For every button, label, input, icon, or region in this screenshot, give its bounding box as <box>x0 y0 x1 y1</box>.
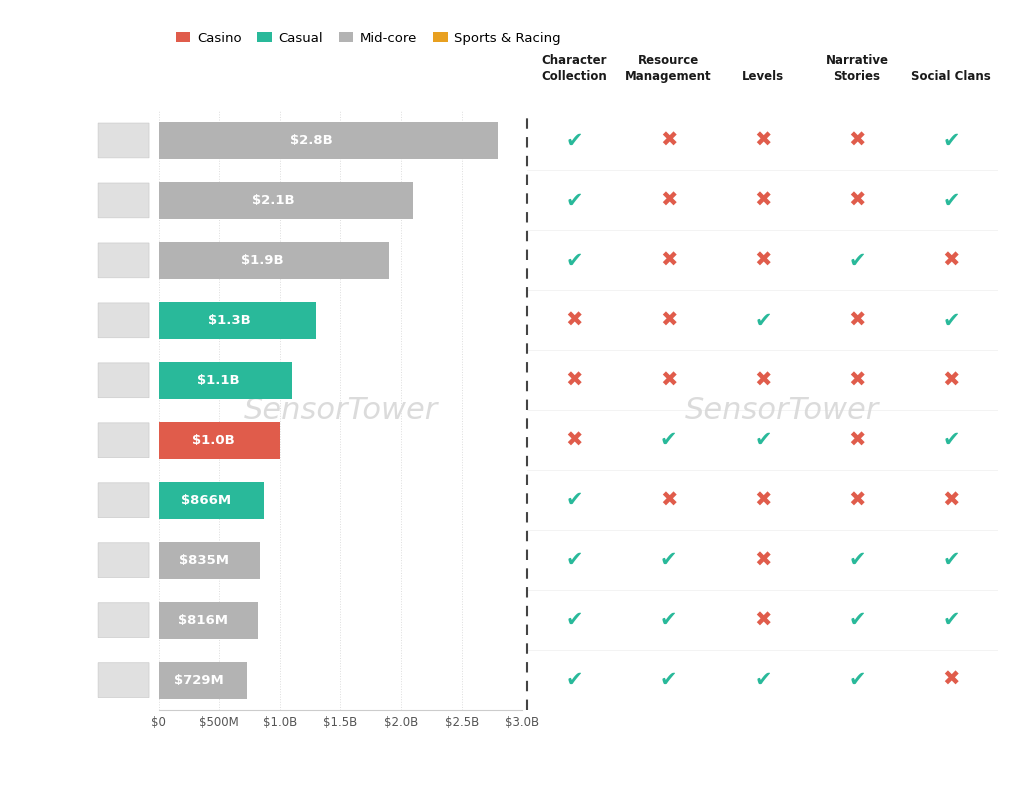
Text: ✔: ✔ <box>565 550 584 570</box>
Text: SensorTower: SensorTower <box>685 396 879 424</box>
Text: $1.0B: $1.0B <box>191 434 234 447</box>
FancyBboxPatch shape <box>98 123 150 158</box>
Text: ✖: ✖ <box>942 250 961 271</box>
Text: ✔: ✔ <box>942 310 961 331</box>
Bar <box>159 181 413 219</box>
Text: ✖: ✖ <box>754 610 772 630</box>
Text: ✖: ✖ <box>565 310 584 331</box>
Text: $729M: $729M <box>174 674 223 686</box>
FancyBboxPatch shape <box>98 243 150 278</box>
Legend: Casino, Casual, Mid-core, Sports & Racing: Casino, Casual, Mid-core, Sports & Racin… <box>170 26 566 50</box>
Text: ✖: ✖ <box>659 370 678 391</box>
Text: ✔: ✔ <box>565 670 584 690</box>
Text: $866M: $866M <box>181 494 231 507</box>
Text: ✖: ✖ <box>659 310 678 331</box>
Text: $816M: $816M <box>178 614 228 626</box>
Text: ✔: ✔ <box>942 550 961 570</box>
Text: ✖: ✖ <box>659 130 678 151</box>
Text: ✔: ✔ <box>565 190 584 211</box>
Bar <box>159 122 498 159</box>
Text: ✖: ✖ <box>565 430 584 451</box>
Text: Levels: Levels <box>741 70 784 84</box>
Text: ✔: ✔ <box>848 610 866 630</box>
Text: ✔: ✔ <box>754 310 772 331</box>
Text: ✔: ✔ <box>659 610 678 630</box>
Text: ✔: ✔ <box>659 670 678 690</box>
Text: ✔: ✔ <box>942 130 961 151</box>
Text: ✖: ✖ <box>754 190 772 211</box>
Bar <box>159 301 316 339</box>
Text: ✖: ✖ <box>848 190 866 211</box>
Text: ✔: ✔ <box>659 430 678 451</box>
Text: ✖: ✖ <box>848 130 866 151</box>
FancyBboxPatch shape <box>98 183 150 218</box>
Text: ✖: ✖ <box>942 490 961 510</box>
Text: ✔: ✔ <box>754 430 772 451</box>
Text: $2.8B: $2.8B <box>290 134 333 147</box>
FancyBboxPatch shape <box>98 363 150 398</box>
FancyBboxPatch shape <box>98 603 150 638</box>
Text: ✖: ✖ <box>754 370 772 391</box>
FancyBboxPatch shape <box>98 423 150 458</box>
Bar <box>159 241 389 279</box>
Text: ✔: ✔ <box>565 250 584 271</box>
Bar <box>159 481 263 519</box>
Bar <box>159 661 247 699</box>
Text: ✖: ✖ <box>848 310 866 331</box>
Text: $835M: $835M <box>179 554 229 567</box>
Bar <box>159 361 292 399</box>
FancyBboxPatch shape <box>98 543 150 578</box>
Text: ✖: ✖ <box>848 490 866 510</box>
Text: ✖: ✖ <box>754 130 772 151</box>
FancyBboxPatch shape <box>98 303 150 338</box>
Text: Narrative
Stories: Narrative Stories <box>825 54 889 84</box>
Bar <box>159 421 280 459</box>
Text: $1.9B: $1.9B <box>241 254 284 267</box>
Text: $1.3B: $1.3B <box>208 314 251 327</box>
FancyBboxPatch shape <box>98 483 150 518</box>
Text: ✖: ✖ <box>659 250 678 271</box>
Text: $2.1B: $2.1B <box>252 194 295 207</box>
Text: ✖: ✖ <box>942 370 961 391</box>
Text: $1.1B: $1.1B <box>198 374 240 387</box>
Text: ✔: ✔ <box>848 250 866 271</box>
Text: ✖: ✖ <box>565 370 584 391</box>
Text: Character
Collection: Character Collection <box>542 54 607 84</box>
FancyBboxPatch shape <box>98 663 150 697</box>
Text: ✔: ✔ <box>565 490 584 510</box>
Text: ✔: ✔ <box>565 130 584 151</box>
Text: ✖: ✖ <box>848 370 866 391</box>
Text: SensorTower: SensorTower <box>244 396 437 424</box>
Text: ✔: ✔ <box>565 610 584 630</box>
Text: Social Clans: Social Clans <box>911 70 991 84</box>
Text: ✔: ✔ <box>942 430 961 451</box>
Text: ✖: ✖ <box>659 190 678 211</box>
Text: ✖: ✖ <box>659 490 678 510</box>
Text: ✔: ✔ <box>942 610 961 630</box>
Text: ✖: ✖ <box>754 490 772 510</box>
Bar <box>159 601 258 639</box>
Text: ✖: ✖ <box>754 250 772 271</box>
Text: ✖: ✖ <box>848 430 866 451</box>
Text: ✔: ✔ <box>848 670 866 690</box>
Text: ✔: ✔ <box>848 550 866 570</box>
Text: ✔: ✔ <box>942 190 961 211</box>
Text: Resource
Management: Resource Management <box>626 54 712 84</box>
Text: ✖: ✖ <box>754 550 772 570</box>
Text: ✖: ✖ <box>942 670 961 690</box>
Text: ✔: ✔ <box>754 670 772 690</box>
Bar <box>159 541 260 579</box>
Text: ✔: ✔ <box>659 550 678 570</box>
